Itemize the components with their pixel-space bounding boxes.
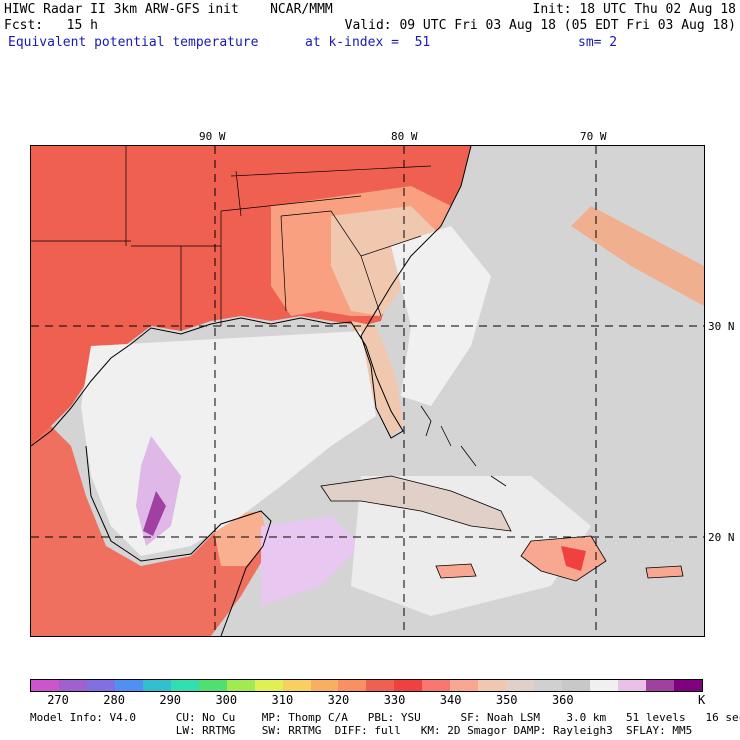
puerto-rico-island [645,565,684,579]
valid-time: Valid: 09 UTC Fri 03 Aug 18 (05 EDT Fri … [344,18,736,33]
colorbar-swatch [142,680,171,691]
us-east-coast-peach [331,206,441,316]
colorbar-swatch [310,680,339,691]
lon-label-80w: 80 W [391,130,418,143]
init-time: Init: 18 UTC Thu 02 Aug 18 [532,2,737,17]
colorbar-swatch [198,680,227,691]
caribbean-purple [261,516,361,606]
smoothing-label: sm= 2 [578,35,618,50]
theta-e-map [30,145,705,637]
colorbar-swatch [673,680,702,691]
bahamas-islands [420,405,507,487]
colorbar-tick-label: 360 [551,693,574,707]
atlantic-light-band [391,226,491,406]
colorbar-swatch [86,680,115,691]
lon-label-90w: 90 W [199,130,226,143]
colorbar-swatch [422,680,451,691]
colorbar-swatch [450,680,479,691]
colorbar-swatch [58,680,87,691]
caribbean-light [351,476,591,616]
gulf-dark-purple [143,491,166,536]
colorbar-swatch [114,680,143,691]
mexico-land [31,426,271,636]
colorbar-swatch [618,680,646,691]
colorbar-tick-label: 270 [47,693,69,707]
colorbar-unit: K [698,693,706,707]
lat-lon-grid [31,146,704,636]
colorbar-swatch [170,680,199,691]
colorbar-swatch [226,680,255,691]
colorbar-tick-label: 330 [383,693,406,707]
hispaniola-red [561,546,586,571]
colorbar-swatch [394,680,423,691]
lon-label-70w: 70 W [580,130,607,143]
state-borders [31,146,432,331]
lat-label-20n: 20 N [708,531,735,544]
colorbar-swatch [506,680,535,691]
field-level: at k-index = 51 [305,35,431,50]
hispaniola-island [520,535,607,582]
colorbar-tick-label: 310 [271,693,294,707]
mexico-coastline [85,445,272,636]
jamaica-island [435,563,477,579]
lat-label-30n: 30 N [708,320,735,333]
colorbar-swatch [562,680,591,691]
colorbar-tick-label: 350 [495,693,518,707]
field-name: Equivalent potential temperature [8,35,259,50]
colorbar-tick-label: 280 [103,693,125,707]
colorbar-swatch [338,680,367,691]
map-svg [31,146,704,636]
colorbar-swatch [534,680,563,691]
colorbar [30,679,703,692]
forecast-hour: Fcst: 15 h [4,18,98,33]
model-info-line2: LW: RRTMG SW: RRTMG DIFF: full KM: 2D Sm… [30,724,693,737]
colorbar-tick-label: 320 [327,693,350,707]
colorbar-tick-label: 340 [439,693,462,707]
model-info-line1: Model Info: V4.0 CU: No Cu MP: Thomp C/A… [30,711,740,724]
colorbar-swatch [645,680,674,691]
colorbar-swatch [366,680,395,691]
cuba-island [320,475,512,532]
model-title: HIWC Radar II 3km ARW-GFS init NCAR/MMM [4,2,333,17]
colorbar-swatch [590,680,619,691]
colorbar-swatch [254,680,283,691]
atlantic-warm-streak [571,206,704,306]
colorbar-swatch [478,680,507,691]
us-coastline [31,146,472,447]
colorbar-tick-label: 300 [215,693,238,707]
colorbar-swatch [282,680,311,691]
colorbar-tick-label: 290 [159,693,182,707]
colorbar-swatch [31,680,59,691]
